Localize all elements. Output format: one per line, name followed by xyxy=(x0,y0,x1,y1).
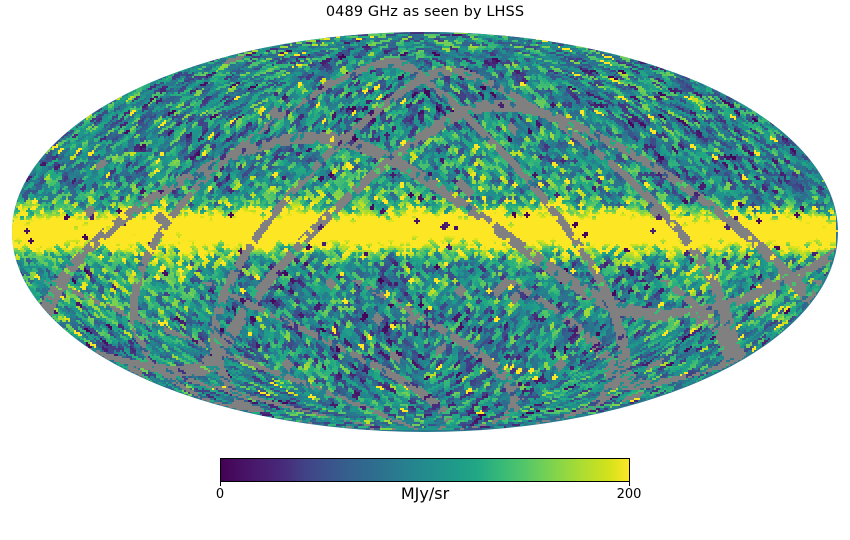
page-title: 0489 GHz as seen by LHSS xyxy=(325,4,525,20)
colorbar-ticklabel-max: 200 xyxy=(616,487,642,502)
colorbar-gradient xyxy=(220,458,630,482)
mollweide-ellipse xyxy=(12,32,838,432)
colorbar-label: MJy/sr xyxy=(400,484,450,503)
colorbar-ticklabel-min: 0 xyxy=(215,487,225,502)
colorbar-tick-max xyxy=(629,482,630,486)
sky-map xyxy=(12,32,838,432)
colorbar-tick-min xyxy=(220,482,221,486)
colorbar: 0 200 MJy/sr xyxy=(216,458,641,503)
healpix-heatmap xyxy=(12,32,838,432)
